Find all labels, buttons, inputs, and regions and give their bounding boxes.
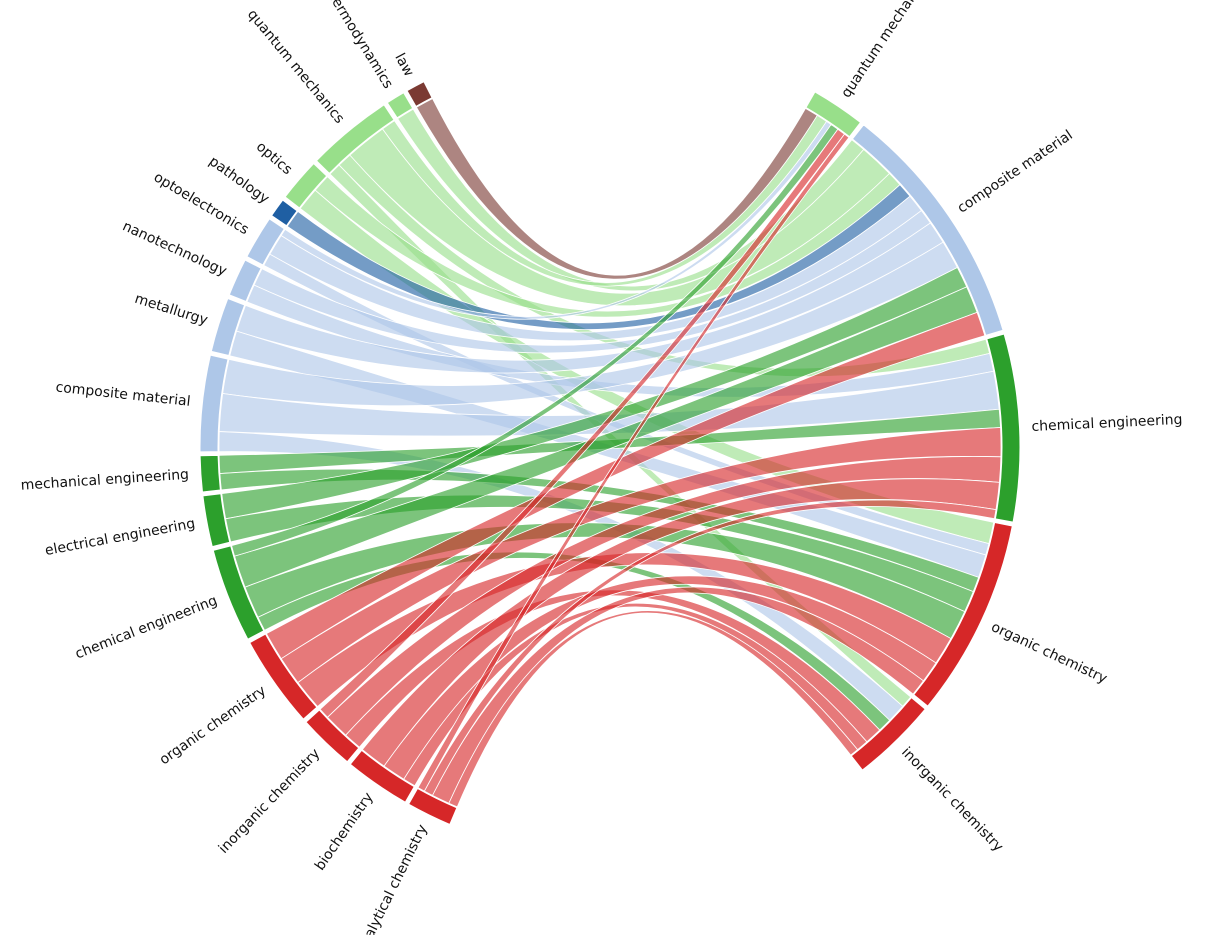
arc-left-law[interactable] [406,81,433,108]
arc-left-metallurgy[interactable] [210,297,246,357]
ribbon-optoelectronics-to-quantum-mechanics[interactable] [280,120,832,320]
label-left-analytical-chemistry: analytical chemistry [354,822,431,935]
ribbon-analytical-chemistry-to-organic-chemistry[interactable] [431,586,924,804]
label-right-organic-chemistry: organic chemistry [989,619,1110,687]
arc-right-quantum-mechanics[interactable] [805,91,862,138]
arc-left-thermodynamics[interactable] [386,92,414,119]
label-left-electrical-engineering: electrical engineering [44,516,197,559]
arc-left-optoelectronics[interactable] [246,218,286,266]
arc-layer [199,81,1021,826]
label-right-composite-material: composite material [955,127,1076,216]
ribbon-organic-chemistry-to-organic-chemistry[interactable] [297,552,952,708]
ribbon-metallurgy-to-composite-material[interactable] [236,222,944,374]
arc-right-inorganic-chemistry[interactable] [850,696,926,771]
ribbon-optics-to-composite-material[interactable] [314,172,901,318]
ribbon-chemical-engineering-to-composite-material[interactable] [234,286,978,588]
ribbon-composite-material-to-inorganic-chemistry[interactable] [218,431,904,721]
arc-left-quantum-mechanics[interactable] [315,104,395,175]
ribbon-law-to-quantum-mechanics[interactable] [415,98,818,280]
ribbon-chemical-engineering-to-quantum-mechanics[interactable] [231,123,839,557]
label-left-thermodynamics: thermodynamics [321,0,396,92]
ribbon-pathology-to-composite-material[interactable] [286,184,911,330]
ribbon-optoelectronics-to-composite-material[interactable] [269,195,923,342]
label-left-organic-chemistry: organic chemistry [157,683,269,768]
ribbon-analytical-chemistry-to-inorganic-chemistry[interactable] [448,610,859,808]
arc-left-biochemistry[interactable] [349,749,415,803]
arc-left-analytical-chemistry[interactable] [407,787,458,826]
arc-left-composite-material[interactable] [199,354,229,453]
arc-left-pathology[interactable] [270,199,298,227]
ribbon-analytical-chemistry-to-quantum-mechanics[interactable] [417,133,850,792]
label-right-inorganic-chemistry: inorganic chemistry [898,744,1006,855]
label-left-mechanical-engineering: mechanical engineering [20,467,189,494]
label-right-chemical-engineering: chemical engineering [1031,412,1183,435]
label-left-inorganic-chemistry: inorganic chemistry [216,746,324,857]
ribbon-electrical-engineering-to-composite-material[interactable] [221,266,968,520]
label-left-biochemistry: biochemistry [312,790,377,874]
arc-left-chemical-engineering[interactable] [212,545,265,640]
ribbon-inorganic-chemistry-to-quantum-mechanics[interactable] [319,128,846,718]
ribbon-biochemistry-to-chemical-engineering[interactable] [361,478,1000,767]
ribbon-quantum-mechanics-to-quantum-mechanics[interactable] [381,114,828,287]
label-left-chemical-engineering: chemical engineering [73,593,220,663]
label-right-quantum-mechanics: quantum mechanics [838,0,931,101]
ribbon-organic-chemistry-to-chemical-engineering[interactable] [280,427,1002,684]
ribbon-mechanical-engineering-to-organic-chemistry[interactable] [219,468,980,593]
label-left-optics: optics [253,139,295,178]
ribbon-chemical-engineering-to-inorganic-chemistry[interactable] [257,551,891,731]
ribbon-inorganic-chemistry-to-chemical-engineering[interactable] [326,456,1002,736]
ribbon-inorganic-chemistry-to-inorganic-chemistry[interactable] [345,589,881,748]
arc-left-organic-chemistry[interactable] [249,633,318,720]
label-left-metallurgy: metallurgy [133,291,210,329]
ribbon-biochemistry-to-inorganic-chemistry[interactable] [403,602,868,787]
ribbon-nanotechnology-to-composite-material[interactable] [253,210,932,354]
arc-left-electrical-engineering[interactable] [202,493,231,548]
arc-right-chemical-engineering[interactable] [986,333,1021,523]
label-left-quantum-mechanics: quantum mechanics [244,7,347,127]
arc-left-inorganic-chemistry[interactable] [305,709,360,763]
ribbon-biochemistry-to-organic-chemistry[interactable] [383,575,937,780]
arc-left-optics[interactable] [284,162,328,209]
ribbon-composite-material-to-composite-material[interactable] [222,241,958,407]
ribbon-analytical-chemistry-to-chemical-engineering[interactable] [423,499,997,796]
ribbon-organic-chemistry-to-composite-material[interactable] [265,311,986,660]
arc-right-organic-chemistry[interactable] [913,521,1013,707]
arc-left-mechanical-engineering[interactable] [199,454,221,493]
label-left-nanotechnology: nanotechnology [120,218,229,279]
label-left-pathology: pathology [206,153,272,207]
label-left-composite-material: composite material [55,379,191,409]
label-left-law: law [391,51,416,80]
ribbon-layer [218,98,1002,808]
arc-right-composite-material[interactable] [851,124,1004,336]
arc-left-nanotechnology[interactable] [228,259,262,303]
